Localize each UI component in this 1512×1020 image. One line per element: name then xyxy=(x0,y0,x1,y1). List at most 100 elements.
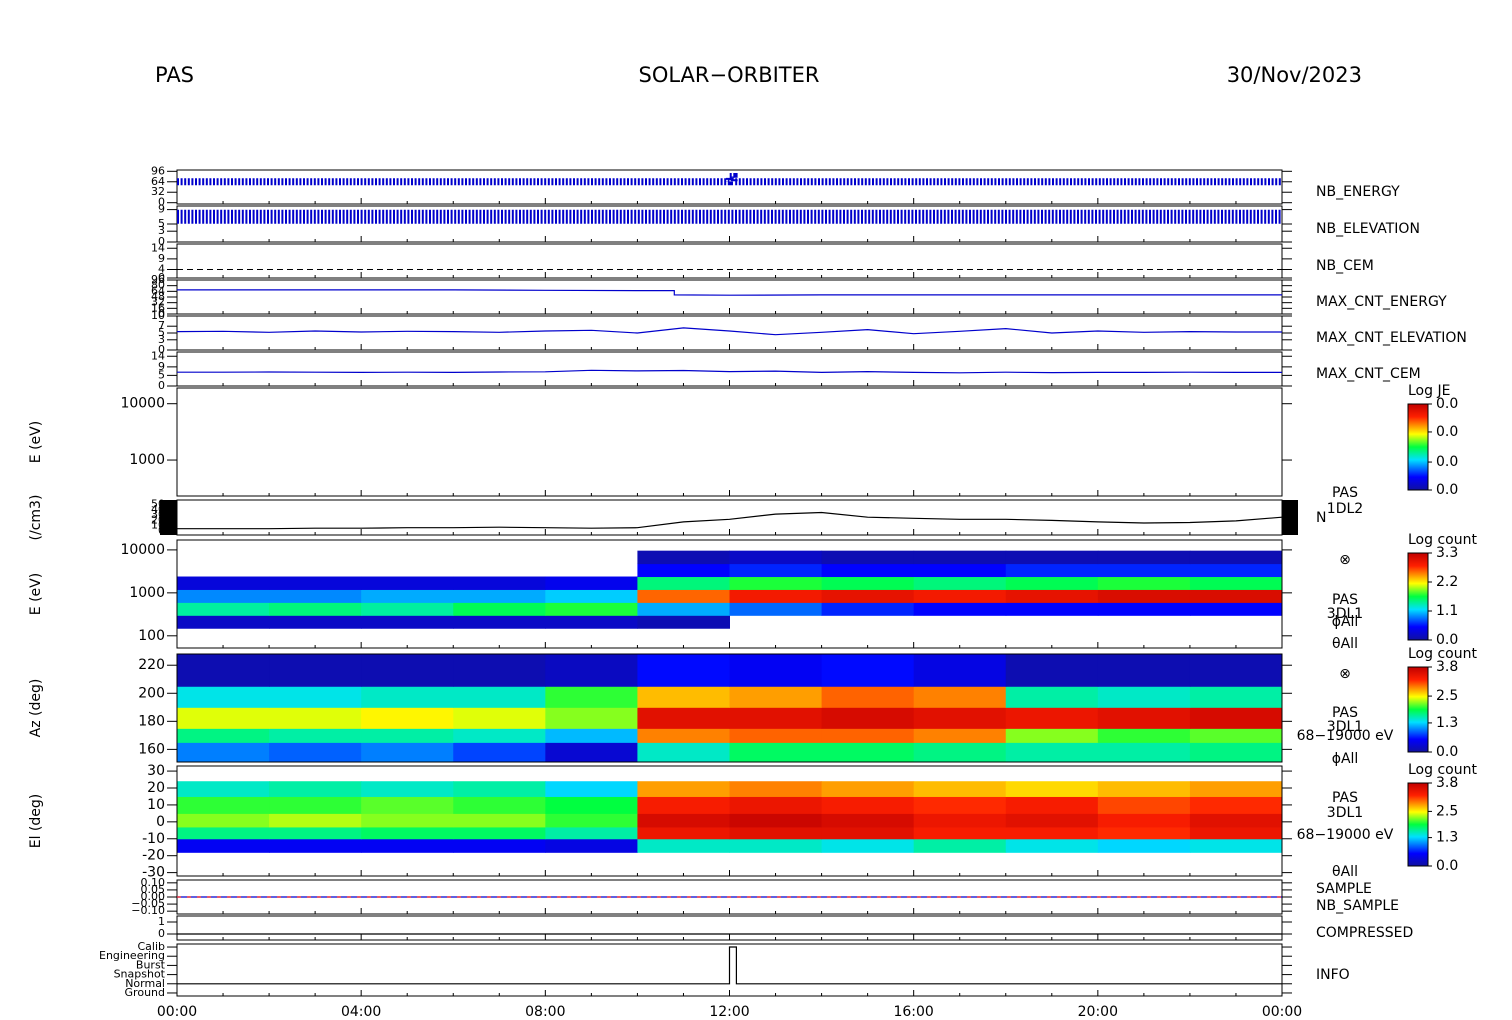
y-tick-label: 32 xyxy=(151,296,165,309)
heat-cell xyxy=(177,707,270,729)
series-label: MAX_CNT_ELEVATION xyxy=(1316,330,1467,346)
heat-cell xyxy=(913,563,1007,578)
header-center: SOLAR−ORBITER xyxy=(638,63,819,87)
y-tick-label: 200 xyxy=(138,685,165,701)
heat-cell xyxy=(1097,781,1191,797)
heat-cell xyxy=(1097,838,1191,853)
heat-cell xyxy=(821,563,915,578)
x-tick-label: 04:00 xyxy=(341,1004,381,1020)
heat-cell xyxy=(361,576,454,590)
y-tick-label: 4 xyxy=(158,263,165,276)
heat-cell xyxy=(1189,589,1283,603)
heat-cell xyxy=(269,615,362,629)
y-tick-label: 1000 xyxy=(129,585,165,601)
heat-cell xyxy=(821,796,915,814)
colorbar xyxy=(1407,666,1429,753)
heat-cell xyxy=(637,796,730,814)
heat-cell xyxy=(453,707,546,729)
y-tick-label: 180 xyxy=(138,713,165,729)
heat-cell xyxy=(1005,781,1099,797)
heat-cell xyxy=(1189,563,1283,578)
y-tick-label: 0.05 xyxy=(141,883,166,896)
heat-cell xyxy=(545,615,638,629)
colorbar-tick-label: 0.0 xyxy=(1436,396,1458,412)
heat-cell xyxy=(361,742,454,763)
colorbar-tick-label: 2.5 xyxy=(1436,803,1458,819)
heat-cell xyxy=(1097,576,1191,590)
y-tick-label: 30 xyxy=(151,508,165,521)
panel-frame xyxy=(176,653,1283,763)
heat-cell xyxy=(177,826,270,840)
heat-cell xyxy=(361,796,454,814)
y-tick-label: 0 xyxy=(158,271,165,284)
heat-cell xyxy=(269,728,362,743)
heat-cell xyxy=(821,707,915,729)
heat-cell xyxy=(821,576,915,590)
y-tick-label: 9 xyxy=(158,252,165,265)
colorbar-tick-label: 0.0 xyxy=(1436,454,1458,470)
heat-cell xyxy=(821,602,915,616)
y-tick-label: −0.05 xyxy=(131,897,165,910)
y-tick-label: 40 xyxy=(151,503,165,516)
heat-cell xyxy=(361,826,454,840)
colorbar-title: Log count xyxy=(1408,646,1477,662)
colorbar-tick-label: 3.8 xyxy=(1436,659,1458,675)
series-label: MAX_CNT_CEM xyxy=(1316,366,1421,382)
y-tick-label: 48 xyxy=(151,290,165,303)
heat-cell xyxy=(821,686,915,708)
heat-cell xyxy=(1097,707,1191,729)
heat-cell xyxy=(545,796,638,814)
panel-frame xyxy=(176,387,1283,497)
y-tick-label: −0.10 xyxy=(131,904,165,917)
heat-cell xyxy=(1005,826,1099,840)
heat-cell xyxy=(913,576,1007,590)
heat-cell xyxy=(637,707,730,729)
heat-cell xyxy=(821,654,915,687)
heat-cell xyxy=(1005,796,1099,814)
annotation: PAS xyxy=(1332,485,1358,501)
y-tick-label: 50 xyxy=(151,498,165,511)
y-tick-label: 80 xyxy=(151,279,165,292)
annotation: PAS xyxy=(1332,790,1358,806)
heat-cell xyxy=(821,742,915,763)
y-tick-label: -30 xyxy=(142,865,165,881)
heat-cell xyxy=(821,826,915,840)
heat-cell xyxy=(1097,742,1191,763)
colorbar-tick-label: 2.5 xyxy=(1436,688,1458,704)
heat-cell xyxy=(1005,707,1099,729)
heat-cell xyxy=(1189,796,1283,814)
y-tick-label: 10 xyxy=(151,519,165,532)
heat-cell xyxy=(177,602,270,616)
y-tick-label: 220 xyxy=(138,657,165,673)
annotation: θAll xyxy=(1332,864,1358,880)
heat-cell xyxy=(269,781,362,797)
heat-cell xyxy=(453,728,546,743)
heat-cell xyxy=(453,589,546,603)
heat-cell xyxy=(361,615,454,629)
heat-cell xyxy=(1097,602,1191,616)
heat-cell xyxy=(1005,602,1099,616)
series-label: MAX_CNT_ENERGY xyxy=(1316,294,1447,310)
heat-cell xyxy=(545,576,638,590)
heat-cell xyxy=(913,707,1007,729)
y-tick-label: -10 xyxy=(142,831,165,847)
header-right: 30/Nov/2023 xyxy=(1227,63,1362,87)
heat-cell xyxy=(729,826,823,840)
series-label: INFO xyxy=(1316,967,1350,983)
annotation: ϕAll xyxy=(1332,614,1359,630)
heat-cell xyxy=(545,826,638,840)
y-tick-label: 0 xyxy=(158,927,165,940)
heat-cell xyxy=(637,563,730,578)
heat-cell xyxy=(821,589,915,603)
heat-cell xyxy=(1005,728,1099,743)
heat-cell xyxy=(729,728,823,743)
y-tick-label: Ground xyxy=(125,986,165,999)
y-tick-label: 0.00 xyxy=(141,890,166,903)
y-tick-label: 16 xyxy=(151,301,165,314)
y-tick-label: 30 xyxy=(147,763,165,779)
series-label: NB_CEM xyxy=(1316,258,1374,274)
colorbar-tick-label: 0.0 xyxy=(1436,424,1458,440)
y-tick-label: 10 xyxy=(147,797,165,813)
heat-cell xyxy=(637,576,730,590)
heat-cell xyxy=(637,589,730,603)
